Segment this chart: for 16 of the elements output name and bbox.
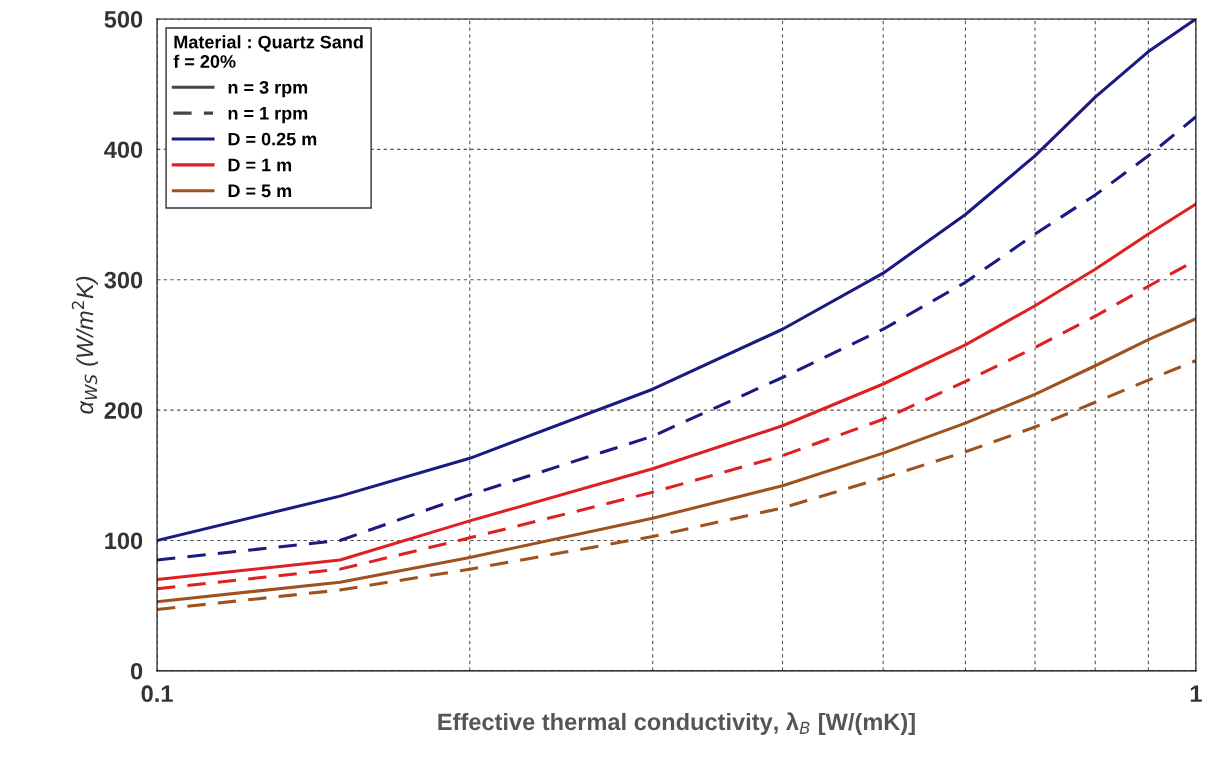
x-axis-title: Effective thermal conductivity, λ$_{B}$ [W/(mK)]	[438, 712, 915, 735]
y-axis-title: α$_{WS}$ (W/m$^{2}$K)	[71, 276, 98, 414]
y-tick-label: 400	[104, 141, 143, 159]
y-tick-label: 100	[105, 532, 143, 550]
x-tick-label: 1	[1190, 685, 1202, 702]
y-tick-label: 0	[130, 662, 143, 680]
annotation: n = 1 rpm	[228, 107, 308, 124]
legend-title: Material : Quartz Sand f = 20%	[173, 35, 363, 68]
x-tick-label: 0.1	[141, 685, 173, 703]
y-tick-label: 500	[104, 11, 143, 28]
annotation: n = 3 rpm	[228, 80, 308, 98]
y-tick-label: 300	[104, 271, 143, 289]
legend-label: D = 0.25 m	[228, 132, 317, 146]
legend-label: D = 5 m	[228, 184, 292, 198]
y-tick-label: 200	[104, 402, 143, 419]
legend-label: D = 1 m	[228, 158, 292, 172]
